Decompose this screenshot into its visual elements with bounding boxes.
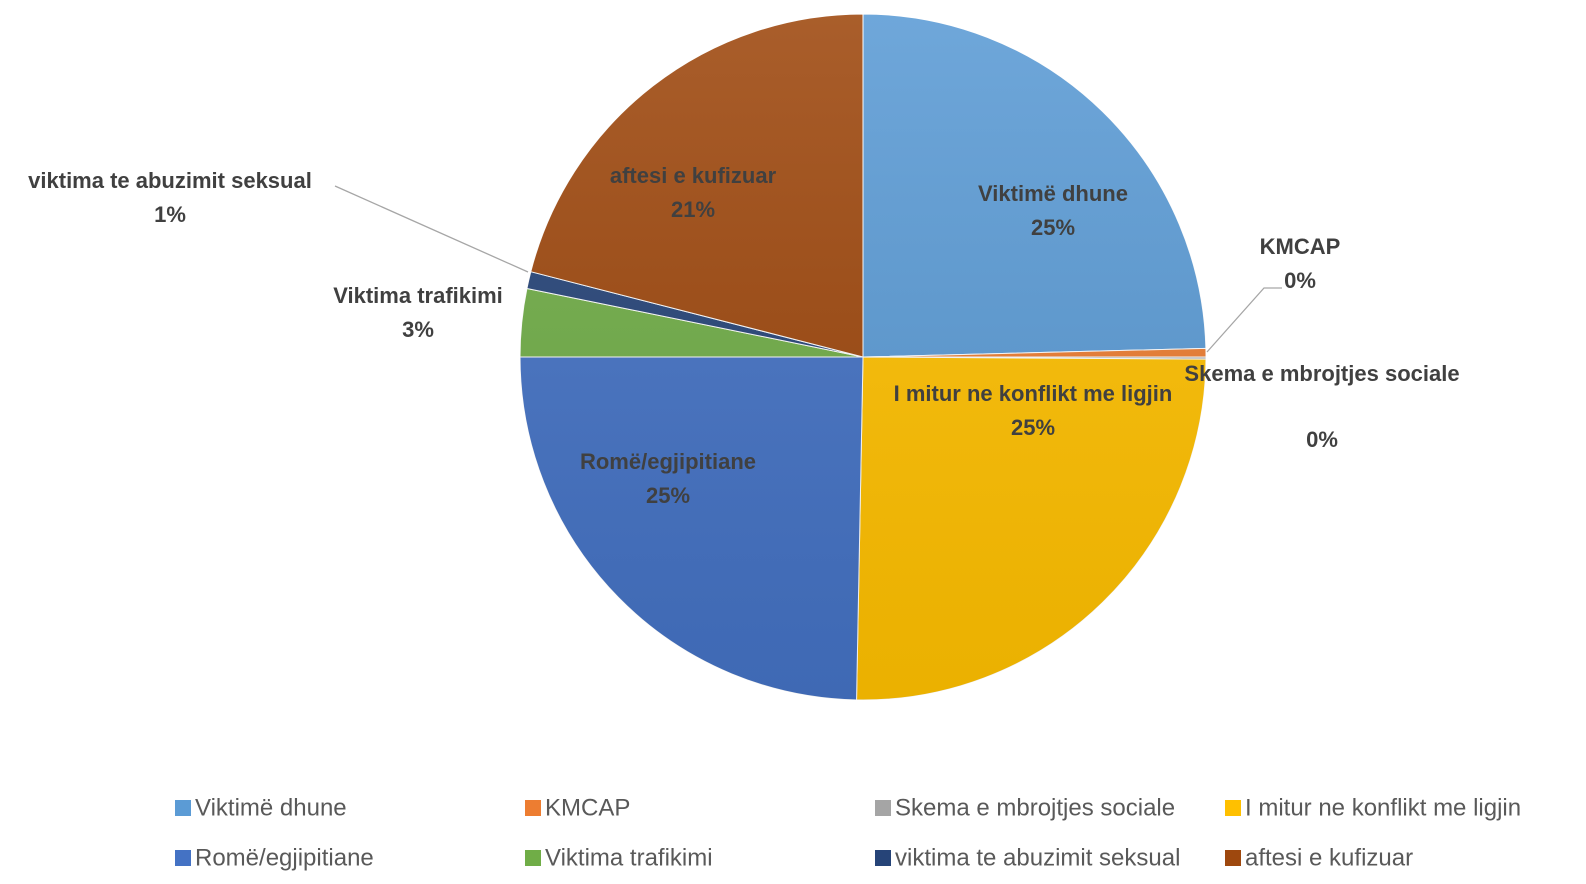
- legend-label: Viktimë dhune: [195, 794, 347, 821]
- data-label-name: aftesi e kufizuar: [610, 163, 777, 188]
- legend-label: Skema e mbrojtjes sociale: [895, 794, 1175, 821]
- legend-swatch: [525, 800, 541, 816]
- legend-label: viktima te abuzimit seksual: [895, 844, 1180, 871]
- legend-label: Romë/egjipitiane: [195, 844, 374, 871]
- legend-label: I mitur ne konflikt me ligjin: [1245, 794, 1521, 821]
- data-label-name: Skema e mbrojtjes sociale: [1184, 361, 1459, 386]
- data-label-name: Viktimë dhune: [978, 181, 1128, 206]
- data-label-name: viktima te abuzimit seksual: [28, 168, 312, 193]
- data-label-name: Romë/egjipitiane: [580, 449, 756, 474]
- legend-swatch: [875, 850, 891, 866]
- legend-swatch: [175, 800, 191, 816]
- data-label-value: 0%: [1284, 268, 1316, 293]
- legend-swatch: [525, 850, 541, 866]
- data-labels: Viktimë dhune 25% KMCAP 0% Skema e mbrojtjes…: [28, 163, 1459, 508]
- data-label-value: 25%: [646, 483, 690, 508]
- leader-line: [1206, 287, 1282, 353]
- legend-label: KMCAP: [545, 794, 630, 821]
- data-label-value: 25%: [1031, 215, 1075, 240]
- legend-swatch: [875, 800, 891, 816]
- data-label-name: Viktima trafikimi: [333, 283, 503, 308]
- legend-label: Viktima trafikimi: [545, 844, 713, 871]
- data-label-value: 0%: [1306, 427, 1338, 452]
- data-label-name: I mitur ne konflikt me ligjin: [894, 381, 1173, 406]
- data-label-value: 21%: [671, 197, 715, 222]
- legend-swatch: [1225, 800, 1241, 816]
- pie-slice: [519, 356, 864, 701]
- legend-swatch: [1225, 850, 1241, 866]
- pie: [519, 13, 1207, 701]
- data-label-value: 3%: [402, 317, 434, 342]
- data-label-value: 1%: [154, 202, 186, 227]
- data-label-name: KMCAP: [1260, 234, 1341, 259]
- legend: Viktimë dhune KMCAP Skema e mbrojtjes soci…: [175, 794, 1521, 871]
- pie-slice: [856, 356, 1207, 701]
- data-label-value: 25%: [1011, 415, 1055, 440]
- legend-swatch: [175, 850, 191, 866]
- legend-label: aftesi e kufizuar: [1245, 844, 1413, 871]
- leader-line: [334, 185, 529, 273]
